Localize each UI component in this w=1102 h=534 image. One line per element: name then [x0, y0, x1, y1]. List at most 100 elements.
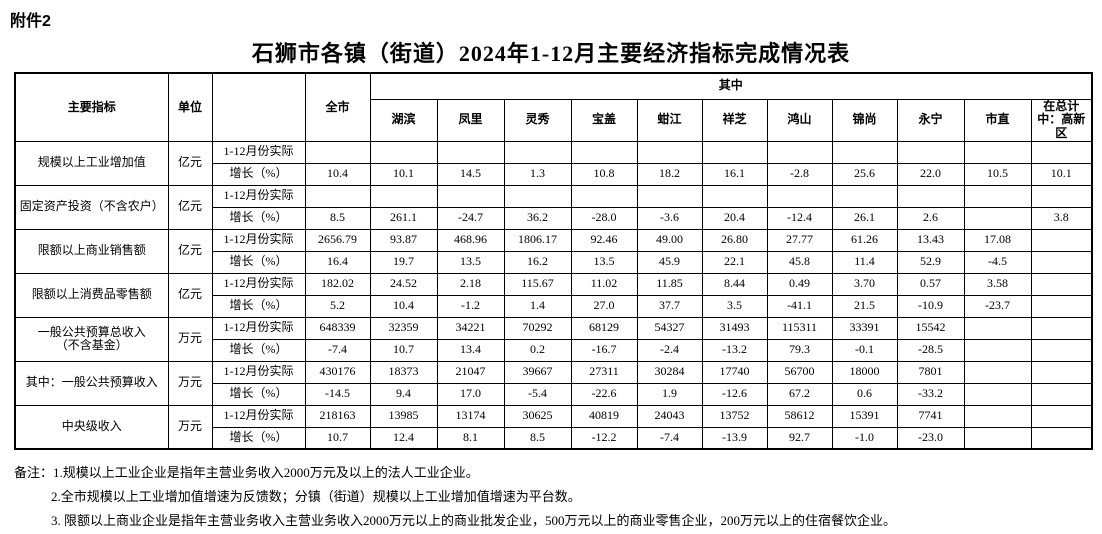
value-growth-在总计中：高新区: [1030, 382, 1093, 406]
row-type-actual: 1-12月份实际: [211, 404, 306, 428]
value-actual-鸿山: 0.49: [766, 272, 833, 296]
header-town-hanjiang: 蚶江: [636, 98, 703, 142]
value-actual-在总计中：高新区: [1030, 140, 1093, 164]
value-growth-蚶江: -2.4: [636, 338, 703, 362]
value-actual-全市: 2656.79: [304, 228, 371, 252]
value-actual-在总计中：高新区: [1030, 184, 1093, 208]
value-growth-宝盖: 27.0: [570, 294, 638, 318]
value-growth-宝盖: 13.5: [570, 250, 638, 274]
value-growth-永宁: 22.0: [896, 162, 965, 186]
value-growth-蚶江: -3.6: [636, 206, 703, 230]
value-actual-蚶江: [636, 140, 703, 164]
value-growth-锦尚: 21.5: [831, 294, 898, 318]
value-actual-锦尚: 33391: [831, 316, 898, 340]
value-actual-鸿山: 56700: [766, 360, 833, 384]
value-growth-鸿山: -2.8: [766, 162, 833, 186]
value-actual-灵秀: [503, 140, 572, 164]
value-growth-在总计中：高新区: [1030, 426, 1093, 450]
value-actual-在总计中：高新区: [1030, 404, 1093, 428]
value-growth-全市: 5.2: [304, 294, 371, 318]
value-actual-全市: 218163: [304, 404, 371, 428]
header-town-xiangzhi: 祥芝: [701, 98, 768, 142]
value-actual-在总计中：高新区: [1030, 316, 1093, 340]
header-town-shizhi: 市直: [963, 98, 1032, 142]
value-growth-全市: -14.5: [304, 382, 371, 406]
value-actual-灵秀: 1806.17: [503, 228, 572, 252]
value-growth-灵秀: 36.2: [503, 206, 572, 230]
value-growth-永宁: -10.9: [896, 294, 965, 318]
value-growth-在总计中：高新区: [1030, 250, 1093, 274]
value-growth-鸿山: 67.2: [766, 382, 833, 406]
value-actual-祥芝: 26.80: [701, 228, 768, 252]
value-growth-永宁: 52.9: [896, 250, 965, 274]
indicator-name: 规模以上工业增加值: [14, 140, 169, 186]
value-actual-湖滨: 32359: [369, 316, 438, 340]
value-growth-市直: [963, 382, 1032, 406]
value-actual-市直: 17.08: [963, 228, 1032, 252]
value-actual-祥芝: [701, 184, 768, 208]
value-actual-在总计中：高新区: [1030, 360, 1093, 384]
value-actual-凤里: 2.18: [436, 272, 505, 296]
value-growth-鸿山: -41.1: [766, 294, 833, 318]
value-growth-锦尚: 0.6: [831, 382, 898, 406]
value-growth-祥芝: -13.9: [701, 426, 768, 450]
value-growth-凤里: 13.5: [436, 250, 505, 274]
value-actual-宝盖: 40819: [570, 404, 638, 428]
value-growth-湖滨: 10.4: [369, 294, 438, 318]
value-actual-宝盖: 27311: [570, 360, 638, 384]
value-actual-蚶江: 24043: [636, 404, 703, 428]
value-growth-蚶江: 37.7: [636, 294, 703, 318]
value-growth-市直: [963, 426, 1032, 450]
value-actual-灵秀: 30625: [503, 404, 572, 428]
value-actual-凤里: 13174: [436, 404, 505, 428]
value-growth-祥芝: 3.5: [701, 294, 768, 318]
value-actual-锦尚: 15391: [831, 404, 898, 428]
header-unit: 单位: [167, 72, 213, 142]
value-growth-鸿山: 79.3: [766, 338, 833, 362]
value-growth-永宁: -33.2: [896, 382, 965, 406]
value-growth-永宁: -23.0: [896, 426, 965, 450]
indicator-row-growth: 增长（%） 5.2 10.4 -1.2 1.4 27.0 37.7 3.5 -41.1 21.5-…: [15, 294, 1093, 318]
value-growth-宝盖: -22.6: [570, 382, 638, 406]
value-actual-蚶江: 54327: [636, 316, 703, 340]
value-actual-鸿山: 58612: [766, 404, 833, 428]
value-growth-祥芝: 16.1: [701, 162, 768, 186]
value-actual-全市: 648339: [304, 316, 371, 340]
value-actual-永宁: 7741: [896, 404, 965, 428]
value-actual-全市: 182.02: [304, 272, 371, 296]
value-actual-蚶江: [636, 184, 703, 208]
indicator-name: 固定资产投资（不含农户）: [14, 184, 169, 230]
indicator-unit: 亿元: [167, 184, 213, 230]
value-actual-永宁: [896, 140, 965, 164]
header-town-yongning: 永宁: [896, 98, 965, 142]
value-actual-凤里: 468.96: [436, 228, 505, 252]
value-actual-宝盖: 11.02: [570, 272, 638, 296]
economic-indicators-table: 主要指标 单位 全市 其中 湖滨 凤里 灵秀 宝盖 蚶江 祥芝 鸿山 锦尚 永宁…: [14, 72, 1094, 451]
value-actual-市直: 3.58: [963, 272, 1032, 296]
indicator-name: 限额以上消费品零售额: [14, 272, 169, 318]
indicator-unit: 亿元: [167, 228, 213, 274]
indicator-row-growth: 增长（%） -14.5 9.4 17.0 -5.4 -22.6 1.9 -12.6 67.2 0.…: [15, 382, 1093, 406]
attachment-label: 附件2: [10, 13, 51, 30]
value-actual-灵秀: 115.67: [503, 272, 572, 296]
value-growth-锦尚: -0.1: [831, 338, 898, 362]
header-period-blank: [211, 72, 306, 142]
indicator-name: 限额以上商业销售额: [14, 228, 169, 274]
value-growth-凤里: -24.7: [436, 206, 505, 230]
value-growth-宝盖: -16.7: [570, 338, 638, 362]
value-growth-宝盖: -28.0: [570, 206, 638, 230]
value-actual-凤里: 34221: [436, 316, 505, 340]
footnote-label: 备注：: [14, 465, 54, 480]
value-growth-市直: -4.5: [963, 250, 1032, 274]
value-growth-凤里: 8.1: [436, 426, 505, 450]
value-actual-鸿山: [766, 140, 833, 164]
value-actual-市直: [963, 140, 1032, 164]
footnote-item-1: 1.规模以上工业企业是指年主营业务收入2000万元及以上的法人工业企业。: [53, 465, 479, 480]
value-growth-宝盖: -12.2: [570, 426, 638, 450]
value-growth-锦尚: 25.6: [831, 162, 898, 186]
value-actual-全市: 430176: [304, 360, 371, 384]
indicator-row-actual: 一般公共预算总收入 （不含基金） 万元 1-12月份实际 648339 32359 342…: [14, 316, 1093, 362]
header-town-lingxiu: 灵秀: [503, 98, 572, 142]
row-type-growth: 增长（%）: [211, 162, 306, 186]
value-growth-鸿山: 92.7: [766, 426, 833, 450]
